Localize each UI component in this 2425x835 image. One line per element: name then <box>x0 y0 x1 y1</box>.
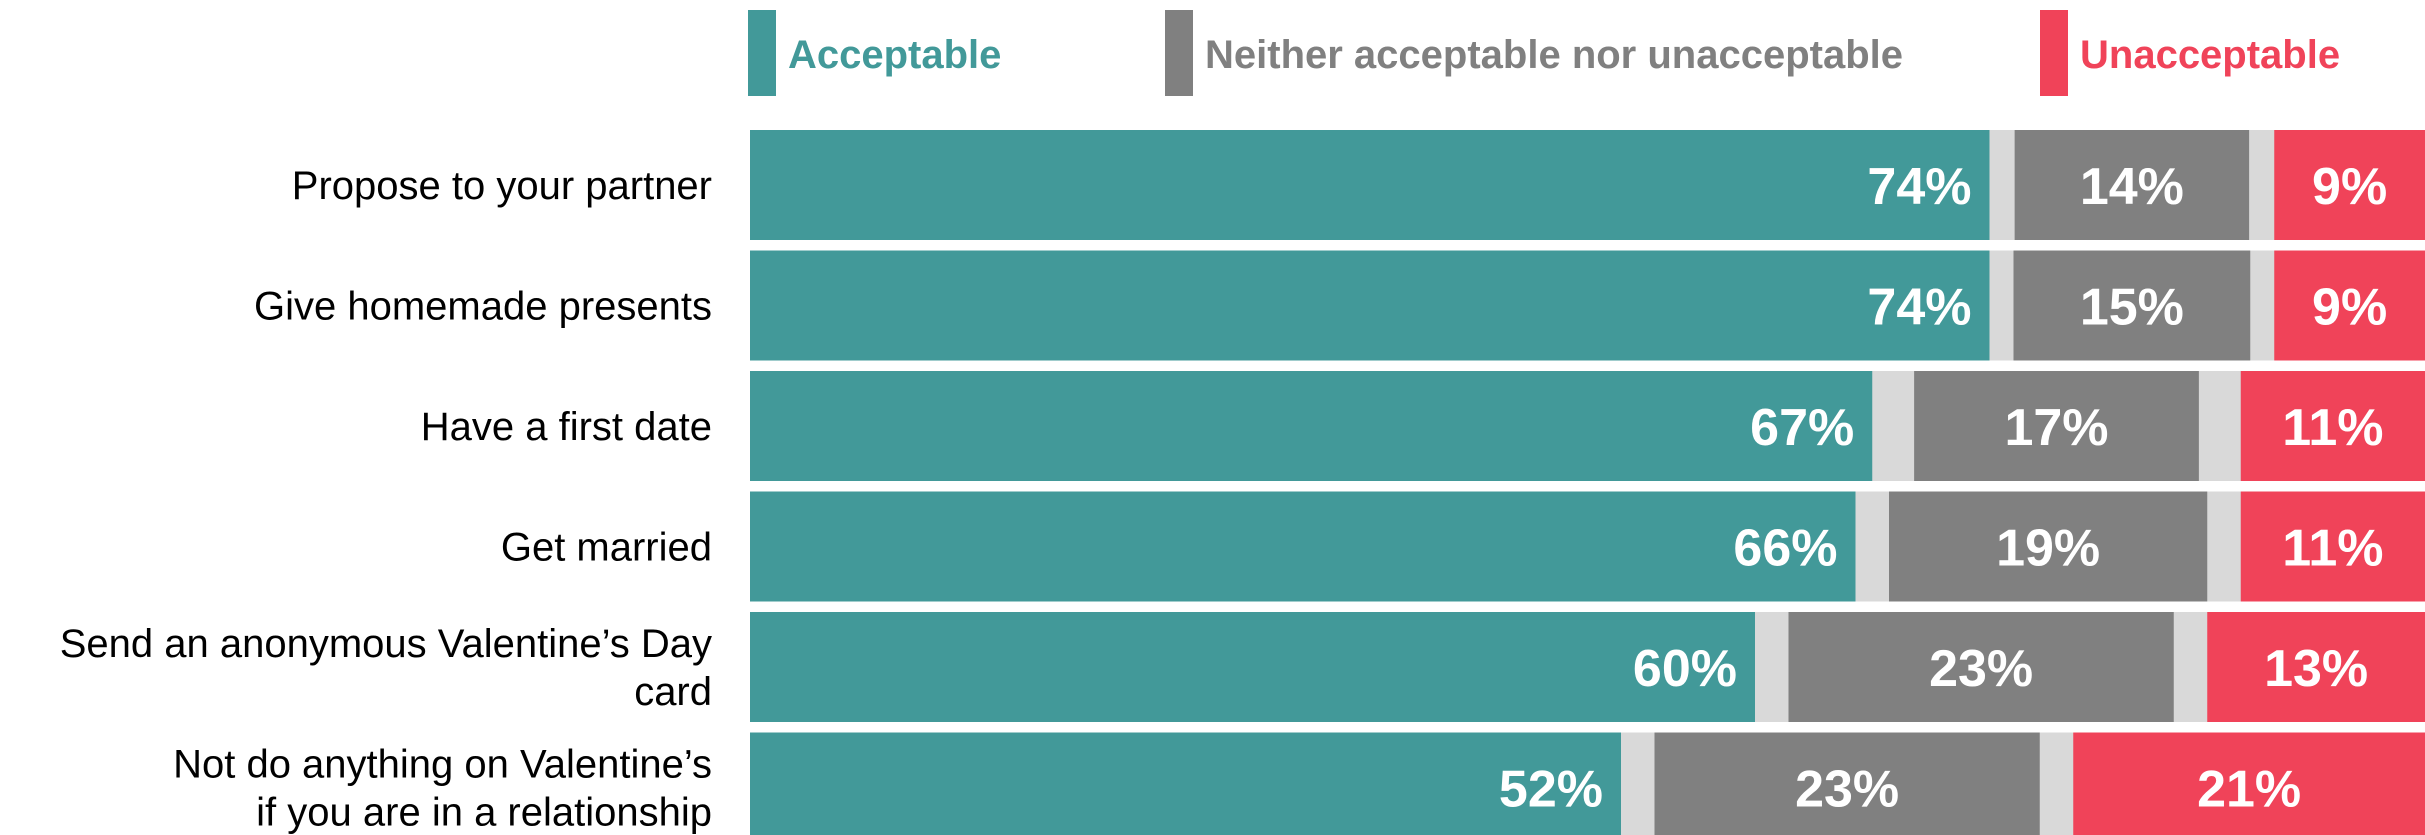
value-label-neither-acceptable-nor-unacceptable-give-homemade-presents: 15% <box>2080 279 2184 337</box>
value-label-acceptable-not-do-anything-on-valentine-s-if-you-are-in-a-relationship: 52% <box>1499 761 1603 819</box>
legend-swatch-acceptable <box>748 10 776 96</box>
category-label-get-married: Get married <box>501 526 712 570</box>
bar-neither-acceptable-nor-unacceptable-get-married <box>1889 491 2208 602</box>
bar-unacceptable-send-an-anonymous-valentine-s-day-card <box>2207 612 2425 722</box>
value-label-unacceptable-give-homemade-presents: 9% <box>2312 279 2387 337</box>
category-labels: Propose to your partner Give homemade pre… <box>60 164 712 835</box>
bar-neither-acceptable-nor-unacceptable-give-homemade-presents <box>2013 250 2251 361</box>
value-label-unacceptable-propose-to-your-partner: 9% <box>2312 158 2387 216</box>
legend-label-neither-acceptable-nor-unacceptable: Neither acceptable nor unacceptable <box>1205 33 1903 77</box>
category-label-send-an-anonymous-valentine-s-day-card-line-2: card <box>634 670 712 714</box>
legend: Acceptable Neither acceptable nor unaccep… <box>748 10 2340 96</box>
bar-neither-acceptable-nor-unacceptable-propose-to-your-partner <box>2014 130 2250 240</box>
bar-acceptable-not-do-anything-on-valentine-s-if-you-are-in-a-relationship <box>750 732 1621 835</box>
value-label-acceptable-have-a-first-date: 67% <box>1750 399 1854 457</box>
category-label-send-an-anonymous-valentine-s-day-card-line-1: Send an anonymous Valentine’s Day <box>60 622 712 666</box>
bar-acceptable-send-an-anonymous-valentine-s-day-card <box>750 612 1755 722</box>
category-label-give-homemade-presents: Give homemade presents <box>254 285 712 329</box>
bar-unacceptable-get-married <box>2240 491 2425 602</box>
bars <box>750 130 2425 835</box>
category-label-not-do-anything-on-valentine-s-if-you-are-in-a-relationship-line-2: if you are in a relationship <box>256 791 712 835</box>
value-label-acceptable-get-married: 66% <box>1733 520 1837 578</box>
value-label-neither-acceptable-nor-unacceptable-propose-to-your-partner: 14% <box>2080 158 2184 216</box>
value-label-unacceptable-send-an-anonymous-valentine-s-day-card: 13% <box>2264 640 2368 698</box>
legend-label-acceptable: Acceptable <box>788 33 1001 77</box>
category-label-have-a-first-date: Have a first date <box>421 405 712 449</box>
legend-swatch-unacceptable <box>2040 10 2068 96</box>
bar-unacceptable-have-a-first-date <box>2240 371 2425 481</box>
value-label-neither-acceptable-nor-unacceptable-have-a-first-date: 17% <box>2004 399 2108 457</box>
value-label-unacceptable-have-a-first-date: 11% <box>2282 399 2383 457</box>
legend-label-unacceptable: Unacceptable <box>2080 33 2340 77</box>
bar-acceptable-have-a-first-date <box>750 371 1873 481</box>
value-label-neither-acceptable-nor-unacceptable-get-married: 19% <box>1996 520 2100 578</box>
value-label-acceptable-give-homemade-presents: 74% <box>1867 279 1971 337</box>
category-label-propose-to-your-partner: Propose to your partner <box>292 164 712 208</box>
category-label-not-do-anything-on-valentine-s-if-you-are-in-a-relationship-line-1: Not do anything on Valentine’s <box>173 743 712 787</box>
bar-neither-acceptable-nor-unacceptable-not-do-anything-on-valentine-s-if-you-are-in-a-relationship <box>1654 732 2040 835</box>
legend-swatch-neither-acceptable-nor-unacceptable <box>1165 10 1193 96</box>
bar-unacceptable-propose-to-your-partner <box>2274 130 2425 240</box>
bar-acceptable-get-married <box>750 491 1856 602</box>
value-label-acceptable-propose-to-your-partner: 74% <box>1867 158 1971 216</box>
value-label-neither-acceptable-nor-unacceptable-send-an-anonymous-valentine-s-day-card: 23% <box>1929 640 2033 698</box>
bar-neither-acceptable-nor-unacceptable-have-a-first-date <box>1914 371 2199 481</box>
bar-acceptable-give-homemade-presents <box>750 250 1990 361</box>
value-label-unacceptable-not-do-anything-on-valentine-s-if-you-are-in-a-relationship: 21% <box>2197 761 2301 819</box>
value-label-neither-acceptable-nor-unacceptable-not-do-anything-on-valentine-s-if-you-are-in-a-relationship: 23% <box>1795 761 1899 819</box>
value-labels: 74% 14% 9% 74% 15% 9% 67% 17% 11% 66% 19% 11% 60% 23%… <box>1499 158 2387 819</box>
bar-acceptable-propose-to-your-partner <box>750 130 1990 240</box>
bar-unacceptable-give-homemade-presents <box>2274 250 2425 361</box>
value-label-acceptable-send-an-anonymous-valentine-s-day-card: 60% <box>1633 640 1737 698</box>
bar-neither-acceptable-nor-unacceptable-send-an-anonymous-valentine-s-day-card <box>1788 612 2174 722</box>
bar-unacceptable-not-do-anything-on-valentine-s-if-you-are-in-a-relationship <box>2073 732 2425 835</box>
value-label-unacceptable-get-married: 11% <box>2282 520 2383 578</box>
